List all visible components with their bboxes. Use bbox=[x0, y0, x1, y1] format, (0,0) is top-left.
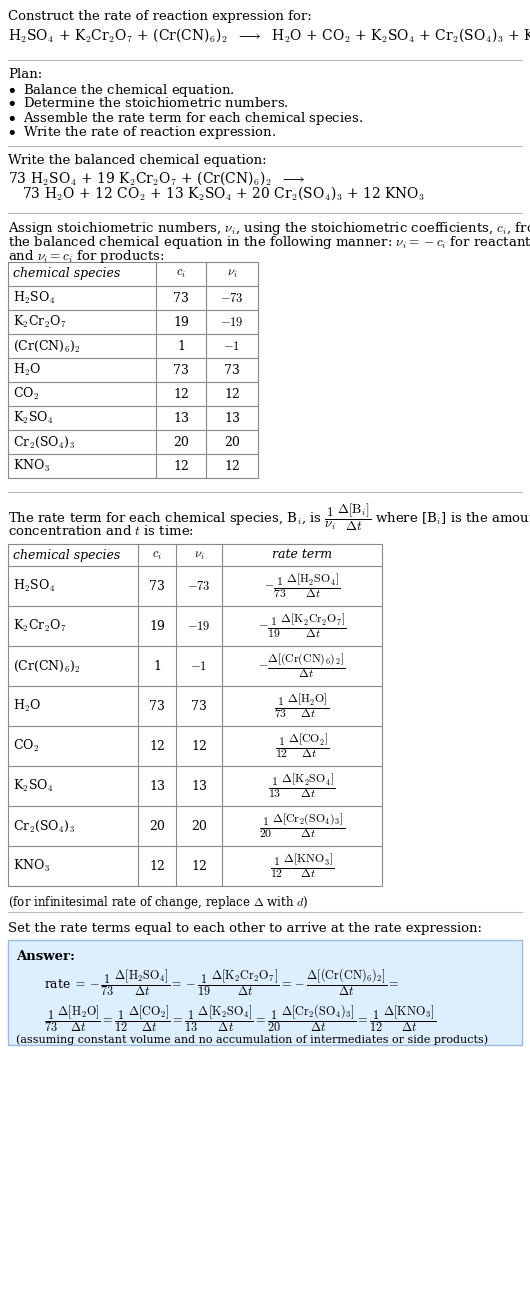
Text: Assign stoichiometric numbers, $\nu_i$, using the stoichiometric coefficients, $: Assign stoichiometric numbers, $\nu_i$, … bbox=[8, 220, 530, 237]
Text: $\dfrac{1}{12}\dfrac{\Delta[\mathrm{KNO_3}]}{\Delta t}$: $\dfrac{1}{12}\dfrac{\Delta[\mathrm{KNO_… bbox=[270, 852, 334, 880]
Text: 12: 12 bbox=[173, 460, 189, 473]
Text: H$_2$O: H$_2$O bbox=[13, 698, 41, 713]
Text: Cr$_2$(SO$_4$)$_3$: Cr$_2$(SO$_4$)$_3$ bbox=[13, 819, 75, 833]
Text: KNO$_3$: KNO$_3$ bbox=[13, 858, 50, 874]
Text: 73 H$_2$SO$_4$ + 19 K$_2$Cr$_2$O$_7$ + (Cr(CN)$_6$)$_2$  $\longrightarrow$: 73 H$_2$SO$_4$ + 19 K$_2$Cr$_2$O$_7$ + (… bbox=[8, 169, 305, 186]
Text: (for infinitesimal rate of change, replace $\Delta$ with $d$): (for infinitesimal rate of change, repla… bbox=[8, 894, 308, 911]
Text: concentration and $t$ is time:: concentration and $t$ is time: bbox=[8, 523, 194, 538]
Text: $\dfrac{1}{73}\dfrac{\Delta[\mathrm{H_2O}]}{\Delta t}$: $\dfrac{1}{73}\dfrac{\Delta[\mathrm{H_2O… bbox=[275, 693, 330, 720]
Text: Plan:: Plan: bbox=[8, 68, 42, 81]
Text: $-19$: $-19$ bbox=[220, 315, 244, 328]
Text: (Cr(CN)$_6$)$_2$: (Cr(CN)$_6$)$_2$ bbox=[13, 339, 81, 354]
Text: and $\nu_i = c_i$ for products:: and $\nu_i = c_i$ for products: bbox=[8, 247, 164, 266]
Text: H$_2$SO$_4$: H$_2$SO$_4$ bbox=[13, 290, 55, 306]
Text: $-73$: $-73$ bbox=[220, 292, 244, 305]
Text: CO$_2$: CO$_2$ bbox=[13, 738, 39, 754]
Text: 73 H$_2$O + 12 CO$_2$ + 13 K$_2$SO$_4$ + 20 Cr$_2$(SO$_4$)$_3$ + 12 KNO$_3$: 73 H$_2$O + 12 CO$_2$ + 13 K$_2$SO$_4$ +… bbox=[22, 184, 425, 202]
Text: 12: 12 bbox=[149, 859, 165, 872]
Text: chemical species: chemical species bbox=[13, 267, 120, 280]
Text: 19: 19 bbox=[149, 620, 165, 633]
Bar bbox=[8, 262, 258, 478]
Text: 1: 1 bbox=[177, 340, 185, 353]
Text: rate $= -\dfrac{1}{73}\dfrac{\Delta[\mathrm{H_2SO_4}]}{\Delta t} = -\dfrac{1}{19: rate $= -\dfrac{1}{73}\dfrac{\Delta[\mat… bbox=[44, 966, 400, 997]
Text: $-73$: $-73$ bbox=[187, 579, 211, 592]
Text: H$_2$SO$_4$ + K$_2$Cr$_2$O$_7$ + (Cr(CN)$_6$)$_2$  $\longrightarrow$  H$_2$O + C: H$_2$SO$_4$ + K$_2$Cr$_2$O$_7$ + (Cr(CN)… bbox=[8, 26, 530, 44]
Text: $-\dfrac{1}{19}\dfrac{\Delta[\mathrm{K_2Cr_2O_7}]}{\Delta t}$: $-\dfrac{1}{19}\dfrac{\Delta[\mathrm{K_2… bbox=[258, 612, 346, 639]
Text: $-\dfrac{\Delta[\mathrm{(Cr(CN)_6)_2}]}{\Delta t}$: $-\dfrac{\Delta[\mathrm{(Cr(CN)_6)_2}]}{… bbox=[258, 652, 346, 681]
Bar bbox=[8, 940, 522, 1046]
Text: 19: 19 bbox=[173, 315, 189, 328]
Text: 12: 12 bbox=[224, 388, 240, 401]
Text: $\nu_i$: $\nu_i$ bbox=[227, 267, 237, 280]
Text: $c_i$: $c_i$ bbox=[152, 548, 162, 561]
Text: K$_2$SO$_4$: K$_2$SO$_4$ bbox=[13, 410, 54, 426]
Text: $\dfrac{1}{20}\dfrac{\Delta[\mathrm{Cr_2(SO_4)_3}]}{\Delta t}$: $\dfrac{1}{20}\dfrac{\Delta[\mathrm{Cr_2… bbox=[259, 811, 345, 840]
Text: the balanced chemical equation in the following manner: $\nu_i = -c_i$ for react: the balanced chemical equation in the fo… bbox=[8, 234, 530, 251]
Text: 73: 73 bbox=[191, 699, 207, 712]
Text: $-1$: $-1$ bbox=[224, 340, 241, 353]
Text: 1: 1 bbox=[153, 660, 161, 673]
Text: $\bullet$  Determine the stoichiometric numbers.: $\bullet$ Determine the stoichiometric n… bbox=[8, 96, 289, 109]
Text: rate term: rate term bbox=[272, 548, 332, 561]
Text: $\dfrac{1}{73}\dfrac{\Delta[\mathrm{H_2O}]}{\Delta t} = \dfrac{1}{12}\dfrac{\Del: $\dfrac{1}{73}\dfrac{\Delta[\mathrm{H_2O… bbox=[44, 1003, 436, 1034]
Text: 20: 20 bbox=[224, 435, 240, 448]
Text: 20: 20 bbox=[149, 819, 165, 832]
Text: $\dfrac{1}{13}\dfrac{\Delta[\mathrm{K_2SO_4}]}{\Delta t}$: $\dfrac{1}{13}\dfrac{\Delta[\mathrm{K_2S… bbox=[268, 772, 335, 799]
Text: K$_2$Cr$_2$O$_7$: K$_2$Cr$_2$O$_7$ bbox=[13, 314, 66, 331]
Text: 13: 13 bbox=[149, 780, 165, 793]
Text: 13: 13 bbox=[173, 411, 189, 424]
Text: 12: 12 bbox=[224, 460, 240, 473]
Text: (assuming constant volume and no accumulation of intermediates or side products): (assuming constant volume and no accumul… bbox=[16, 1034, 488, 1044]
Text: chemical species: chemical species bbox=[13, 548, 120, 561]
Text: 13: 13 bbox=[191, 780, 207, 793]
Text: K$_2$Cr$_2$O$_7$: K$_2$Cr$_2$O$_7$ bbox=[13, 618, 66, 634]
Text: CO$_2$: CO$_2$ bbox=[13, 385, 39, 402]
Text: 12: 12 bbox=[149, 740, 165, 753]
Text: 12: 12 bbox=[191, 859, 207, 872]
Text: 73: 73 bbox=[173, 363, 189, 376]
Text: The rate term for each chemical species, B$_i$, is $\dfrac{1}{\nu_i}\dfrac{\Delt: The rate term for each chemical species,… bbox=[8, 503, 530, 533]
Text: KNO$_3$: KNO$_3$ bbox=[13, 458, 50, 474]
Text: $\bullet$  Write the rate of reaction expression.: $\bullet$ Write the rate of reaction exp… bbox=[8, 124, 276, 141]
Text: Construct the rate of reaction expression for:: Construct the rate of reaction expressio… bbox=[8, 10, 312, 23]
Text: 73: 73 bbox=[173, 292, 189, 305]
Text: 20: 20 bbox=[173, 435, 189, 448]
Bar bbox=[8, 544, 382, 885]
Text: Cr$_2$(SO$_4$)$_3$: Cr$_2$(SO$_4$)$_3$ bbox=[13, 435, 75, 449]
Text: K$_2$SO$_4$: K$_2$SO$_4$ bbox=[13, 777, 54, 794]
Text: H$_2$SO$_4$: H$_2$SO$_4$ bbox=[13, 578, 55, 594]
Text: Answer:: Answer: bbox=[16, 950, 75, 963]
Text: Write the balanced chemical equation:: Write the balanced chemical equation: bbox=[8, 154, 267, 167]
Text: Set the rate terms equal to each other to arrive at the rate expression:: Set the rate terms equal to each other t… bbox=[8, 922, 482, 935]
Text: H$_2$O: H$_2$O bbox=[13, 362, 41, 378]
Text: $-\dfrac{1}{73}\dfrac{\Delta[\mathrm{H_2SO_4}]}{\Delta t}$: $-\dfrac{1}{73}\dfrac{\Delta[\mathrm{H_2… bbox=[264, 572, 340, 600]
Text: 12: 12 bbox=[173, 388, 189, 401]
Text: 73: 73 bbox=[224, 363, 240, 376]
Text: $\bullet$  Assemble the rate term for each chemical species.: $\bullet$ Assemble the rate term for eac… bbox=[8, 109, 363, 128]
Text: 73: 73 bbox=[149, 699, 165, 712]
Text: $\bullet$  Balance the chemical equation.: $\bullet$ Balance the chemical equation. bbox=[8, 82, 235, 99]
Text: $-19$: $-19$ bbox=[187, 620, 211, 633]
Text: 20: 20 bbox=[191, 819, 207, 832]
Text: $c_i$: $c_i$ bbox=[176, 267, 186, 280]
Text: $\nu_i$: $\nu_i$ bbox=[193, 548, 205, 561]
Text: (Cr(CN)$_6$)$_2$: (Cr(CN)$_6$)$_2$ bbox=[13, 659, 81, 673]
Text: 12: 12 bbox=[191, 740, 207, 753]
Text: 13: 13 bbox=[224, 411, 240, 424]
Text: 73: 73 bbox=[149, 579, 165, 592]
Text: $\dfrac{1}{12}\dfrac{\Delta[\mathrm{CO_2}]}{\Delta t}$: $\dfrac{1}{12}\dfrac{\Delta[\mathrm{CO_2… bbox=[275, 732, 329, 760]
Text: $-1$: $-1$ bbox=[190, 660, 208, 673]
